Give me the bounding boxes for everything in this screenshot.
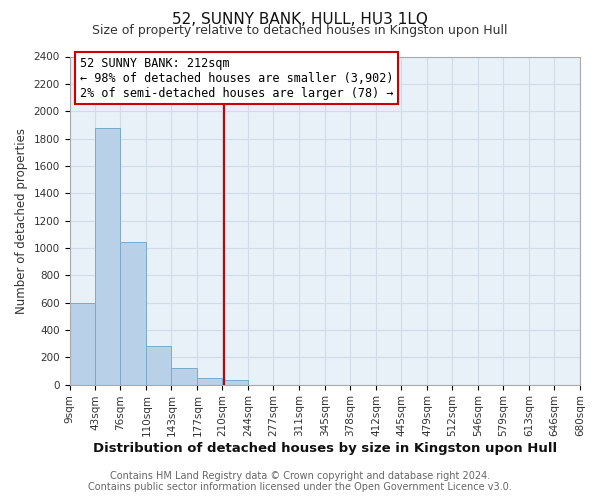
Text: 52, SUNNY BANK, HULL, HU3 1LQ: 52, SUNNY BANK, HULL, HU3 1LQ: [172, 12, 428, 28]
Bar: [146, 346, 172, 385]
Text: Contains HM Land Registry data © Crown copyright and database right 2024.
Contai: Contains HM Land Registry data © Crown c…: [88, 471, 512, 492]
Bar: [95, 128, 121, 384]
Bar: [70, 302, 95, 384]
Bar: [172, 368, 197, 384]
Bar: [197, 378, 223, 384]
Text: 52 SUNNY BANK: 212sqm
← 98% of detached houses are smaller (3,902)
2% of semi-de: 52 SUNNY BANK: 212sqm ← 98% of detached …: [80, 56, 393, 100]
Bar: [223, 380, 248, 384]
Y-axis label: Number of detached properties: Number of detached properties: [15, 128, 28, 314]
Bar: [121, 242, 146, 384]
Text: Size of property relative to detached houses in Kingston upon Hull: Size of property relative to detached ho…: [92, 24, 508, 37]
X-axis label: Distribution of detached houses by size in Kingston upon Hull: Distribution of detached houses by size …: [93, 442, 557, 455]
